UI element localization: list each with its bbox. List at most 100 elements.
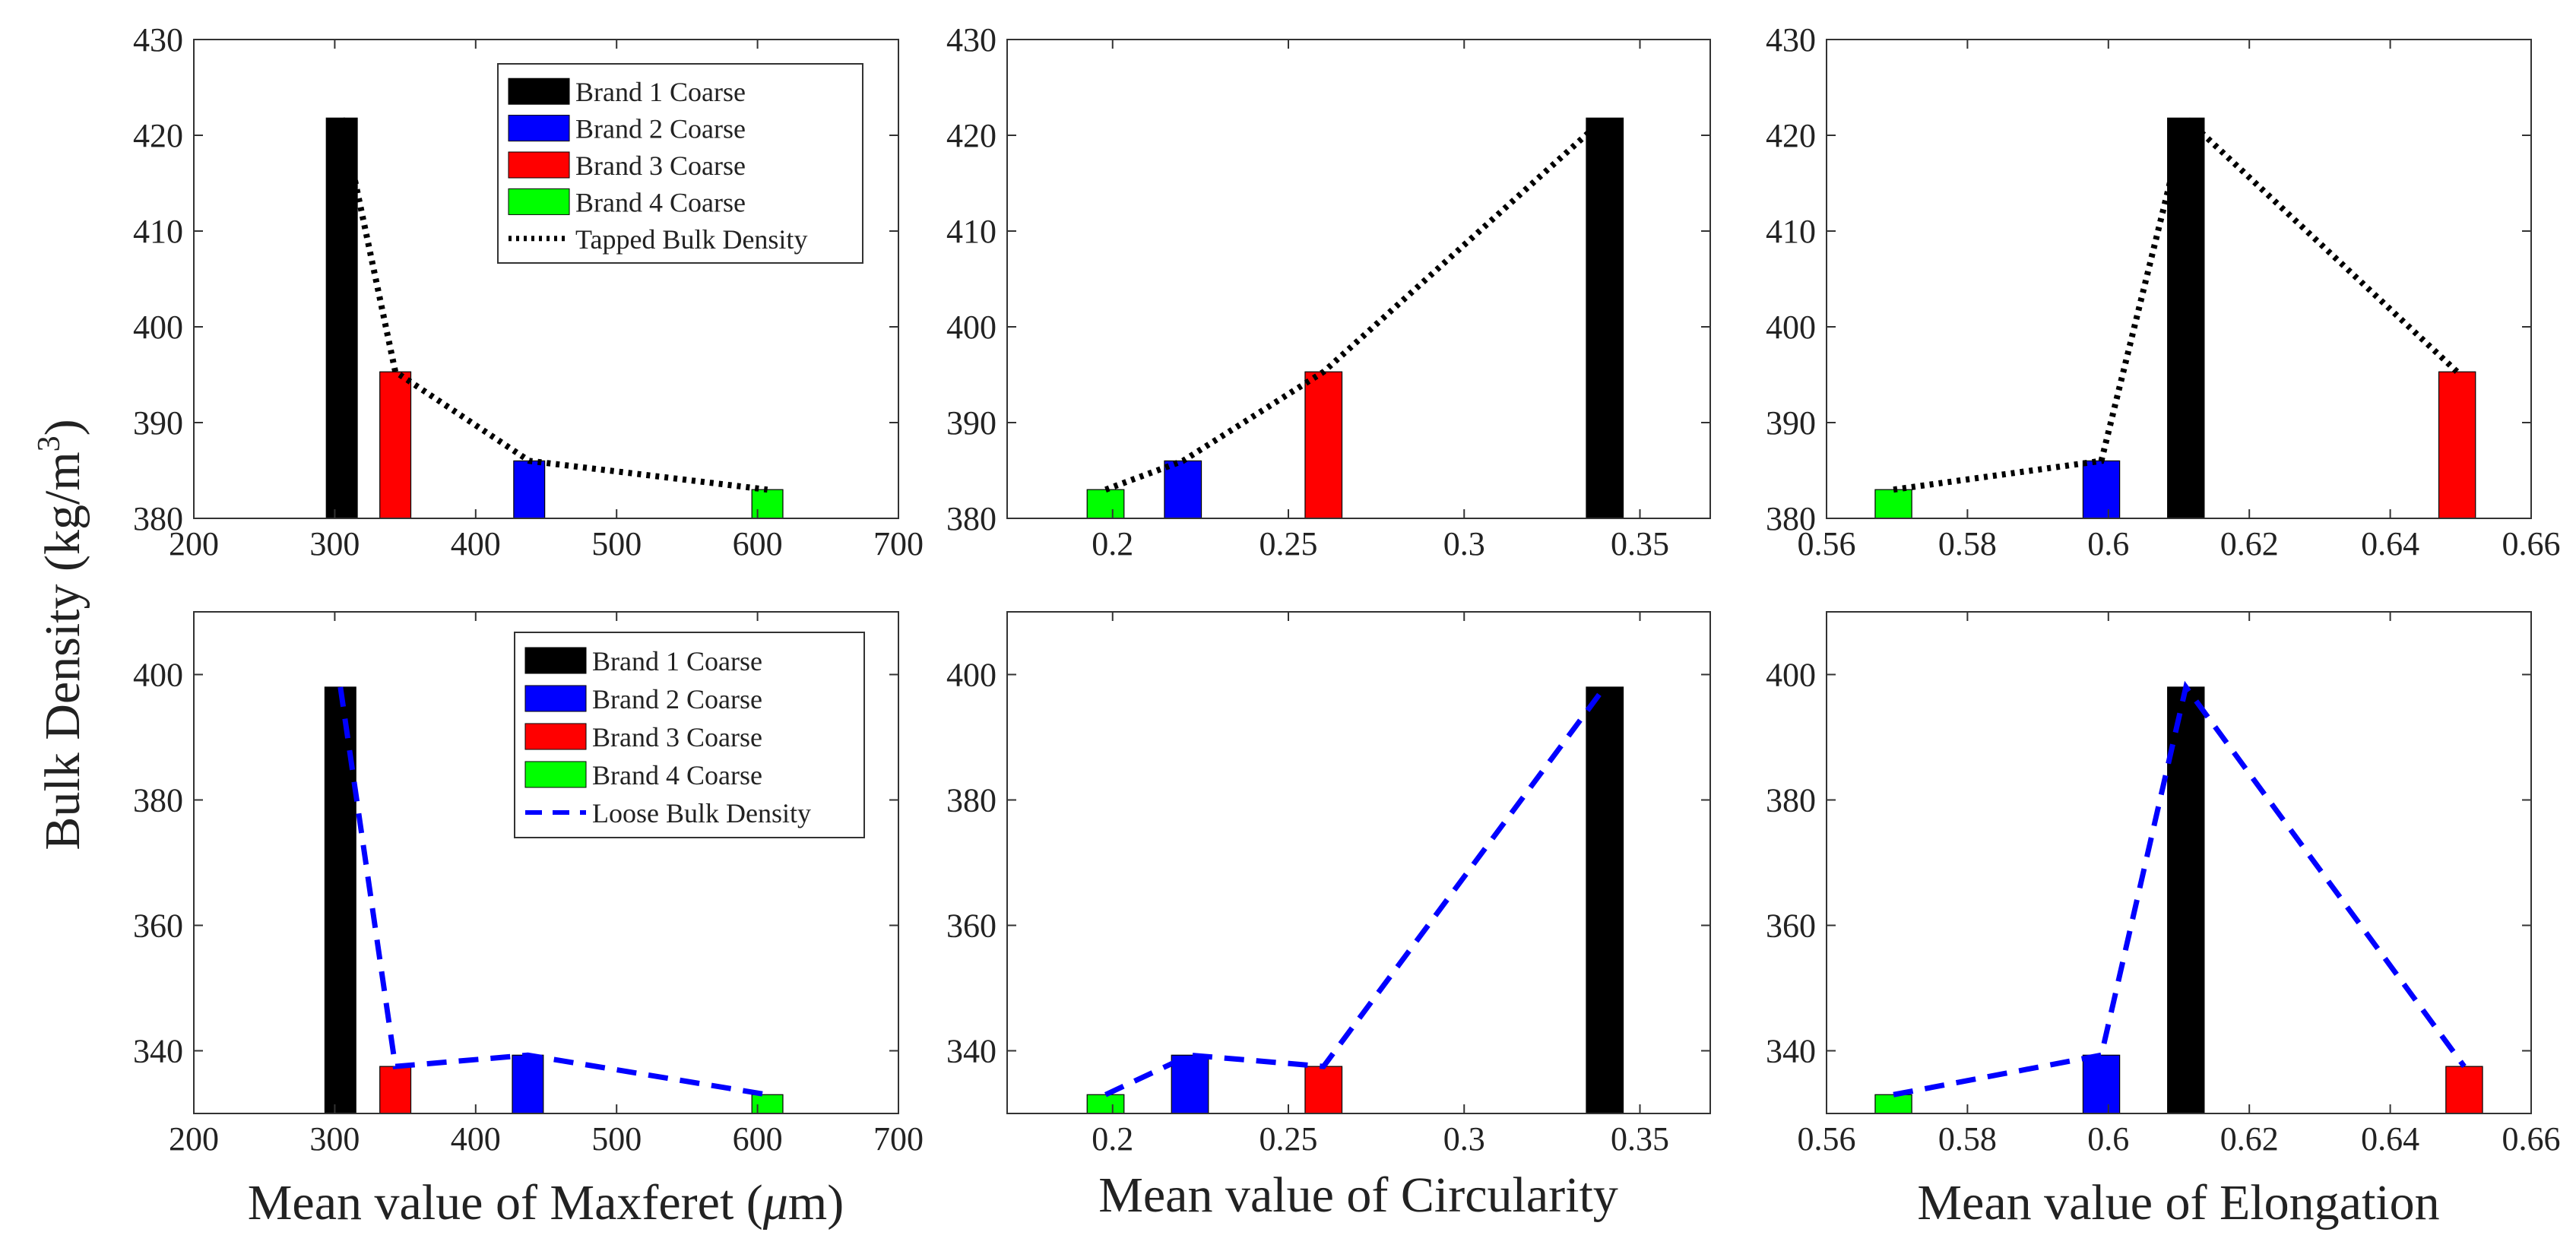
bar-brand-3-coarse	[2438, 371, 2476, 519]
x-tick-label: 0.6	[2087, 1120, 2129, 1158]
legend-swatch	[508, 188, 570, 215]
legend-swatch	[524, 723, 587, 750]
bar-brand-3-coarse	[379, 371, 412, 519]
x-tick-label: 0.58	[1938, 525, 1997, 562]
bar-brand-3-coarse	[1304, 1066, 1343, 1114]
bar-brand-1-coarse	[2167, 686, 2205, 1114]
bar-brand-3-coarse	[379, 1066, 412, 1114]
x-tick-label: 0.3	[1443, 1120, 1485, 1158]
axes-frame	[193, 611, 899, 1114]
bar-brand-1-coarse	[1586, 686, 1624, 1114]
legend-label: Brand 4 Coarse	[575, 187, 746, 217]
axes-frame	[1826, 611, 2532, 1114]
x-tick-label: 0.62	[2220, 1120, 2279, 1158]
xlabel-maxferet-main: Mean value of Maxferet (	[248, 1175, 763, 1231]
legend-panel-top-left: Brand 1 Coarse Brand 2 Coarse Brand 3 Coar…	[497, 63, 863, 264]
y-tick-label: 390	[946, 404, 996, 442]
y-tick-label: 340	[1766, 1033, 1816, 1070]
legend-swatch	[508, 78, 570, 105]
y-tick-label: 430	[1766, 21, 1816, 59]
bar-brand-3-coarse	[1304, 371, 1343, 519]
panels-container: 200 300 400 500 600 700 380 390 400 410 420 430 0.2 0…	[133, 21, 2561, 1158]
legend-swatch	[524, 685, 587, 712]
bar-brand-2-coarse	[2082, 1054, 2121, 1114]
y-tick-label: 430	[133, 21, 183, 59]
y-tick-label: 380	[133, 500, 183, 537]
y-tick-label: 340	[946, 1033, 996, 1070]
x-tick-label: 0.62	[2220, 525, 2279, 562]
y-tick-label: 400	[133, 657, 183, 694]
legend-label: Brand 3 Coarse	[575, 150, 746, 181]
bar-brand-4-coarse	[1874, 1094, 1912, 1114]
loose-density-line	[1104, 685, 1608, 1098]
y-tick-label: 380	[946, 500, 996, 537]
xlabel-um-tail: m)	[788, 1175, 844, 1231]
x-tick-label: 0.35	[1611, 525, 1669, 562]
y-tick-label: 400	[946, 657, 996, 694]
x-tick-label: 200	[169, 525, 219, 562]
x-tick-label: 600	[733, 1120, 783, 1158]
y-tick-label: 340	[133, 1033, 183, 1070]
legend-label: Brand 1 Coarse	[592, 646, 762, 676]
bar-brand-4-coarse	[1874, 489, 1912, 519]
bar-brand-2-coarse	[1164, 460, 1202, 519]
panel-bottom-left: 200 300 400 500 600 700 340 360 380 400	[133, 611, 924, 1158]
bar-brand-1-coarse	[2167, 117, 2205, 519]
x-tick-label: 700	[873, 525, 924, 562]
x-tick-label: 0.58	[1938, 1120, 1997, 1158]
axes-frame	[1826, 39, 2532, 519]
x-tick-label: 0.25	[1259, 525, 1318, 562]
x-tick-label: 400	[451, 525, 501, 562]
bar-brand-4-coarse	[1086, 489, 1125, 519]
x-tick-label: 0.66	[2502, 1120, 2561, 1158]
y-tick-label: 420	[133, 117, 183, 154]
y-tick-label: 410	[133, 213, 183, 250]
bar-brand-2-coarse	[512, 1054, 544, 1114]
bar-brand-2-coarse	[513, 460, 546, 519]
x-tick-label: 300	[309, 1120, 360, 1158]
y-tick-label: 400	[1766, 309, 1816, 346]
xlabel-maxferet: Mean value of Maxferet (μm)	[248, 1175, 844, 1231]
ylabel-close: )	[35, 419, 90, 436]
x-tick-label: 700	[873, 1120, 924, 1158]
loose-density-line	[1893, 680, 2467, 1098]
x-tick-label: 400	[451, 1120, 501, 1158]
legend-label: Tapped Bulk Density	[575, 224, 807, 255]
x-tick-label: 0.66	[2502, 525, 2561, 562]
tapped-density-line	[1893, 112, 2460, 493]
bar-brand-2-coarse	[2082, 460, 2121, 519]
x-tick-label: 300	[309, 525, 360, 562]
y-tick-label: 380	[1766, 782, 1816, 819]
loose-density-line	[337, 686, 768, 1098]
panel-top-left: 200 300 400 500 600 700 380 390 400 410 420 430	[133, 21, 924, 562]
bar-brand-1-coarse	[1586, 117, 1624, 519]
x-tick-label: 500	[591, 1120, 642, 1158]
y-tick-label: 380	[133, 782, 183, 819]
bar-brand-4-coarse	[1086, 1094, 1125, 1114]
ylabel-main: Bulk Density (kg/m	[35, 451, 90, 850]
x-tick-label: 0.2	[1092, 1120, 1133, 1158]
y-tick-label: 400	[946, 309, 996, 346]
y-tick-label: 360	[133, 907, 183, 945]
bar-brand-3-coarse	[2445, 1066, 2483, 1114]
panel-bottom-middle: 0.2 0.25 0.3 0.35 340 360 380 400	[946, 611, 1711, 1158]
xlabel-mu: μ	[762, 1175, 788, 1231]
y-tick-label: 360	[1766, 907, 1816, 945]
y-tick-label: 420	[946, 117, 996, 154]
y-tick-label: 420	[1766, 117, 1816, 154]
x-tick-label: 0.64	[2361, 525, 2419, 562]
y-tick-label: 410	[1766, 213, 1816, 250]
bar-brand-1-coarse	[325, 117, 358, 519]
bar-brand-4-coarse	[751, 1094, 784, 1114]
panel-bottom-right: 0.56 0.58 0.6 0.62 0.64 0.66 340 360 380 400	[1766, 611, 2561, 1158]
x-tick-label: 600	[733, 525, 783, 562]
y-tick-label: 360	[946, 907, 996, 945]
axes-frame	[193, 39, 899, 519]
y-tick-label: 390	[133, 404, 183, 442]
panel-top-middle: 0.2 0.25 0.3 0.35 380 390 400 410 420 430	[946, 21, 1711, 562]
legend-panel-bottom-left: Brand 1 Coarse Brand 2 Coarse Brand 3 Coar…	[514, 632, 865, 838]
ylabel-superscript: 3	[32, 436, 67, 451]
bar-brand-4-coarse	[751, 489, 784, 519]
xlabel-circularity: Mean value of Circularity	[1098, 1167, 1618, 1223]
